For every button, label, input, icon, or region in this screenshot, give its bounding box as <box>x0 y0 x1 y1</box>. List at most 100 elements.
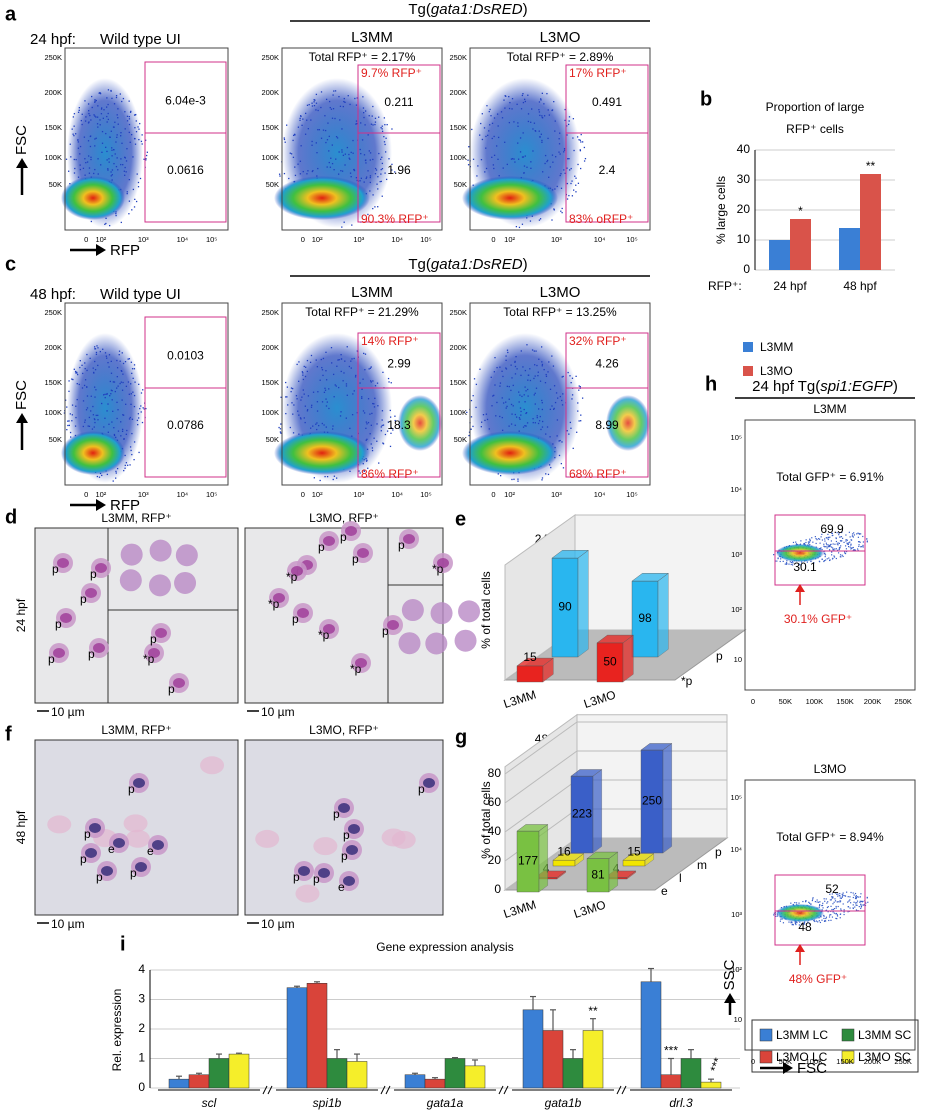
event-dot <box>856 900 859 902</box>
panel-label: h <box>705 373 717 395</box>
event-dot <box>377 176 379 178</box>
event-dot <box>785 562 788 564</box>
event-dot <box>332 108 335 110</box>
event-dot <box>571 195 574 197</box>
event-dot <box>390 427 393 429</box>
event-dot <box>99 124 101 126</box>
event-dot <box>129 141 131 143</box>
event-dot <box>359 180 361 182</box>
bar <box>228 1053 250 1089</box>
event-dot <box>109 395 111 397</box>
event-dot <box>499 474 502 477</box>
control: Wild type UI <box>100 286 181 303</box>
event-dot <box>488 428 490 430</box>
event-dot <box>539 114 541 117</box>
event-dot <box>493 117 496 119</box>
event-dot <box>323 424 325 426</box>
event-dot <box>816 901 818 903</box>
event-dot <box>84 367 86 370</box>
event-dot <box>106 121 108 123</box>
event-dot <box>541 141 543 144</box>
nucleus <box>135 862 147 872</box>
event-dot <box>104 352 107 354</box>
event-dot <box>518 430 520 432</box>
event-dot <box>513 158 515 160</box>
event-dot <box>773 554 775 556</box>
event-dot <box>94 145 96 147</box>
event-dot <box>775 915 777 917</box>
event-dot <box>795 543 798 545</box>
arrow-head <box>795 584 805 592</box>
event-dot <box>820 536 822 538</box>
event-dot <box>849 536 851 538</box>
event-dot <box>350 176 352 178</box>
event-dot <box>79 164 81 166</box>
event-dot <box>794 902 796 904</box>
event-dot <box>511 377 513 379</box>
scale-label: 10 µm <box>261 917 295 931</box>
event-dot <box>470 399 473 402</box>
event-dot <box>380 168 382 171</box>
nucleus <box>113 838 125 848</box>
event-dot <box>334 117 336 120</box>
event-dot <box>105 217 107 220</box>
event-dot <box>523 172 525 174</box>
event-dot <box>353 390 355 392</box>
event-dot <box>352 393 354 395</box>
event-dot <box>833 548 835 550</box>
event-dot <box>82 425 84 428</box>
event-dot <box>571 377 574 379</box>
event-dot <box>322 357 325 360</box>
event-dot <box>98 92 100 94</box>
event-dot <box>859 900 861 902</box>
event-dot <box>132 391 134 393</box>
gate-value: 69.9 <box>820 522 844 536</box>
event-dot <box>536 415 538 417</box>
event-dot <box>91 428 94 430</box>
grid-line <box>504 750 727 804</box>
event-dot <box>798 563 800 565</box>
legend-label: L3MO SC <box>858 1050 911 1064</box>
event-dot <box>75 405 77 407</box>
x-tick-label: 0 <box>751 1057 755 1066</box>
event-dot <box>381 156 383 158</box>
event-dot <box>101 142 104 144</box>
event-dot <box>93 172 95 175</box>
event-dot <box>297 163 299 165</box>
event-dot <box>847 901 849 903</box>
event-dot <box>546 426 549 428</box>
event-dot <box>839 554 842 556</box>
event-dot <box>370 381 372 383</box>
gate <box>774 551 866 586</box>
bar <box>860 174 881 270</box>
event-dot <box>534 403 536 405</box>
event-dot <box>862 546 864 548</box>
event-dot <box>566 167 568 169</box>
x-tick-label: 10³ <box>138 235 149 244</box>
event-dot <box>839 895 841 897</box>
count-label: 16 <box>557 844 571 858</box>
event-dot <box>523 394 525 396</box>
event-dot <box>301 371 304 373</box>
event-dot <box>108 423 110 425</box>
y-axis-label: % of total cells <box>479 571 493 648</box>
event-dot <box>331 117 334 119</box>
event-dot <box>866 541 868 543</box>
event-dot <box>484 171 486 173</box>
event-dot <box>532 150 534 152</box>
event-dot <box>337 359 339 361</box>
event-dot <box>827 906 829 908</box>
event-dot <box>473 378 476 380</box>
arrow-head <box>795 944 805 952</box>
event-dot <box>380 430 382 432</box>
event-dot <box>101 130 104 133</box>
event-dot <box>89 145 92 148</box>
x-tick-label: 0 <box>301 235 305 244</box>
event-dot <box>111 147 113 149</box>
event-dot <box>279 431 282 433</box>
event-dot <box>83 136 86 138</box>
cell-label: p <box>352 552 359 566</box>
event-dot <box>858 545 860 548</box>
event-dot <box>383 141 386 143</box>
axis-break <box>503 1085 509 1095</box>
